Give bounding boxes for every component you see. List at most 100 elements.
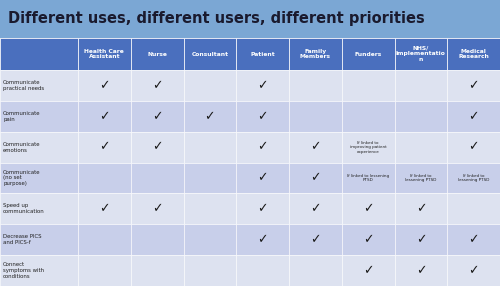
FancyBboxPatch shape	[236, 193, 289, 224]
FancyBboxPatch shape	[78, 224, 131, 255]
FancyBboxPatch shape	[0, 132, 78, 162]
Text: ✓: ✓	[99, 202, 110, 215]
FancyBboxPatch shape	[184, 132, 236, 162]
Text: ✓: ✓	[468, 110, 479, 123]
FancyBboxPatch shape	[184, 101, 236, 132]
FancyBboxPatch shape	[131, 38, 184, 70]
Text: ✓: ✓	[310, 172, 320, 184]
FancyBboxPatch shape	[78, 38, 131, 70]
FancyBboxPatch shape	[394, 70, 448, 101]
Text: ✓: ✓	[258, 172, 268, 184]
Text: ✓: ✓	[152, 79, 162, 92]
Text: Family
Members: Family Members	[300, 49, 331, 59]
FancyBboxPatch shape	[131, 70, 184, 101]
Text: Communicate
pain: Communicate pain	[3, 111, 40, 122]
Text: If linked to lessening
PTSD: If linked to lessening PTSD	[347, 174, 389, 182]
Text: ✓: ✓	[468, 141, 479, 154]
Text: Medical
Research: Medical Research	[458, 49, 489, 59]
FancyBboxPatch shape	[289, 193, 342, 224]
FancyBboxPatch shape	[289, 70, 342, 101]
FancyBboxPatch shape	[131, 224, 184, 255]
FancyBboxPatch shape	[236, 255, 289, 286]
Text: ✓: ✓	[363, 233, 374, 246]
Text: ✓: ✓	[468, 264, 479, 277]
FancyBboxPatch shape	[184, 70, 236, 101]
Text: ✓: ✓	[258, 141, 268, 154]
Text: Communicate
(no set
purpose): Communicate (no set purpose)	[3, 170, 40, 186]
FancyBboxPatch shape	[184, 224, 236, 255]
FancyBboxPatch shape	[184, 38, 236, 70]
FancyBboxPatch shape	[448, 193, 500, 224]
FancyBboxPatch shape	[78, 101, 131, 132]
FancyBboxPatch shape	[342, 101, 394, 132]
FancyBboxPatch shape	[394, 162, 448, 193]
Text: Communicate
emotions: Communicate emotions	[3, 142, 40, 152]
Text: Patient: Patient	[250, 51, 275, 57]
FancyBboxPatch shape	[342, 38, 394, 70]
Text: ✓: ✓	[258, 202, 268, 215]
FancyBboxPatch shape	[236, 224, 289, 255]
FancyBboxPatch shape	[78, 193, 131, 224]
FancyBboxPatch shape	[342, 193, 394, 224]
FancyBboxPatch shape	[0, 0, 500, 38]
Text: Health Care
Assistant: Health Care Assistant	[84, 49, 124, 59]
FancyBboxPatch shape	[184, 193, 236, 224]
Text: ✓: ✓	[310, 233, 320, 246]
FancyBboxPatch shape	[342, 70, 394, 101]
FancyBboxPatch shape	[394, 101, 448, 132]
Text: ✓: ✓	[258, 79, 268, 92]
FancyBboxPatch shape	[131, 162, 184, 193]
FancyBboxPatch shape	[394, 255, 448, 286]
FancyBboxPatch shape	[289, 255, 342, 286]
FancyBboxPatch shape	[289, 224, 342, 255]
FancyBboxPatch shape	[342, 255, 394, 286]
FancyBboxPatch shape	[448, 132, 500, 162]
FancyBboxPatch shape	[236, 38, 289, 70]
FancyBboxPatch shape	[131, 193, 184, 224]
Text: Consultant: Consultant	[192, 51, 228, 57]
FancyBboxPatch shape	[448, 101, 500, 132]
Text: ✓: ✓	[416, 233, 426, 246]
Text: ✓: ✓	[416, 202, 426, 215]
Text: Communicate
practical needs: Communicate practical needs	[3, 80, 44, 91]
FancyBboxPatch shape	[448, 224, 500, 255]
FancyBboxPatch shape	[394, 193, 448, 224]
FancyBboxPatch shape	[236, 132, 289, 162]
Text: ✓: ✓	[99, 110, 110, 123]
FancyBboxPatch shape	[0, 38, 78, 70]
FancyBboxPatch shape	[78, 132, 131, 162]
Text: ✓: ✓	[152, 110, 162, 123]
Text: ✓: ✓	[416, 264, 426, 277]
FancyBboxPatch shape	[448, 255, 500, 286]
FancyBboxPatch shape	[184, 162, 236, 193]
Text: ✓: ✓	[99, 141, 110, 154]
Text: ✓: ✓	[468, 233, 479, 246]
Text: ✓: ✓	[152, 141, 162, 154]
FancyBboxPatch shape	[448, 38, 500, 70]
FancyBboxPatch shape	[394, 224, 448, 255]
FancyBboxPatch shape	[289, 162, 342, 193]
Text: ✓: ✓	[258, 233, 268, 246]
FancyBboxPatch shape	[289, 132, 342, 162]
FancyBboxPatch shape	[448, 162, 500, 193]
FancyBboxPatch shape	[342, 162, 394, 193]
FancyBboxPatch shape	[236, 162, 289, 193]
Text: Different uses, different users, different priorities: Different uses, different users, differe…	[8, 11, 425, 27]
FancyBboxPatch shape	[78, 162, 131, 193]
Text: ✓: ✓	[310, 141, 320, 154]
Text: ✓: ✓	[204, 110, 215, 123]
FancyBboxPatch shape	[289, 38, 342, 70]
FancyBboxPatch shape	[289, 101, 342, 132]
Text: ✓: ✓	[310, 202, 320, 215]
Text: ✓: ✓	[99, 79, 110, 92]
Text: ✓: ✓	[152, 202, 162, 215]
Text: Speed up
communication: Speed up communication	[3, 203, 45, 214]
FancyBboxPatch shape	[0, 193, 78, 224]
Text: NHS/
Implementatio
n: NHS/ Implementatio n	[396, 46, 446, 62]
FancyBboxPatch shape	[394, 132, 448, 162]
Text: ✓: ✓	[363, 264, 374, 277]
FancyBboxPatch shape	[448, 70, 500, 101]
FancyBboxPatch shape	[0, 70, 78, 101]
Text: ✓: ✓	[258, 110, 268, 123]
Text: If linked to
lessening PTSD: If linked to lessening PTSD	[458, 174, 490, 182]
